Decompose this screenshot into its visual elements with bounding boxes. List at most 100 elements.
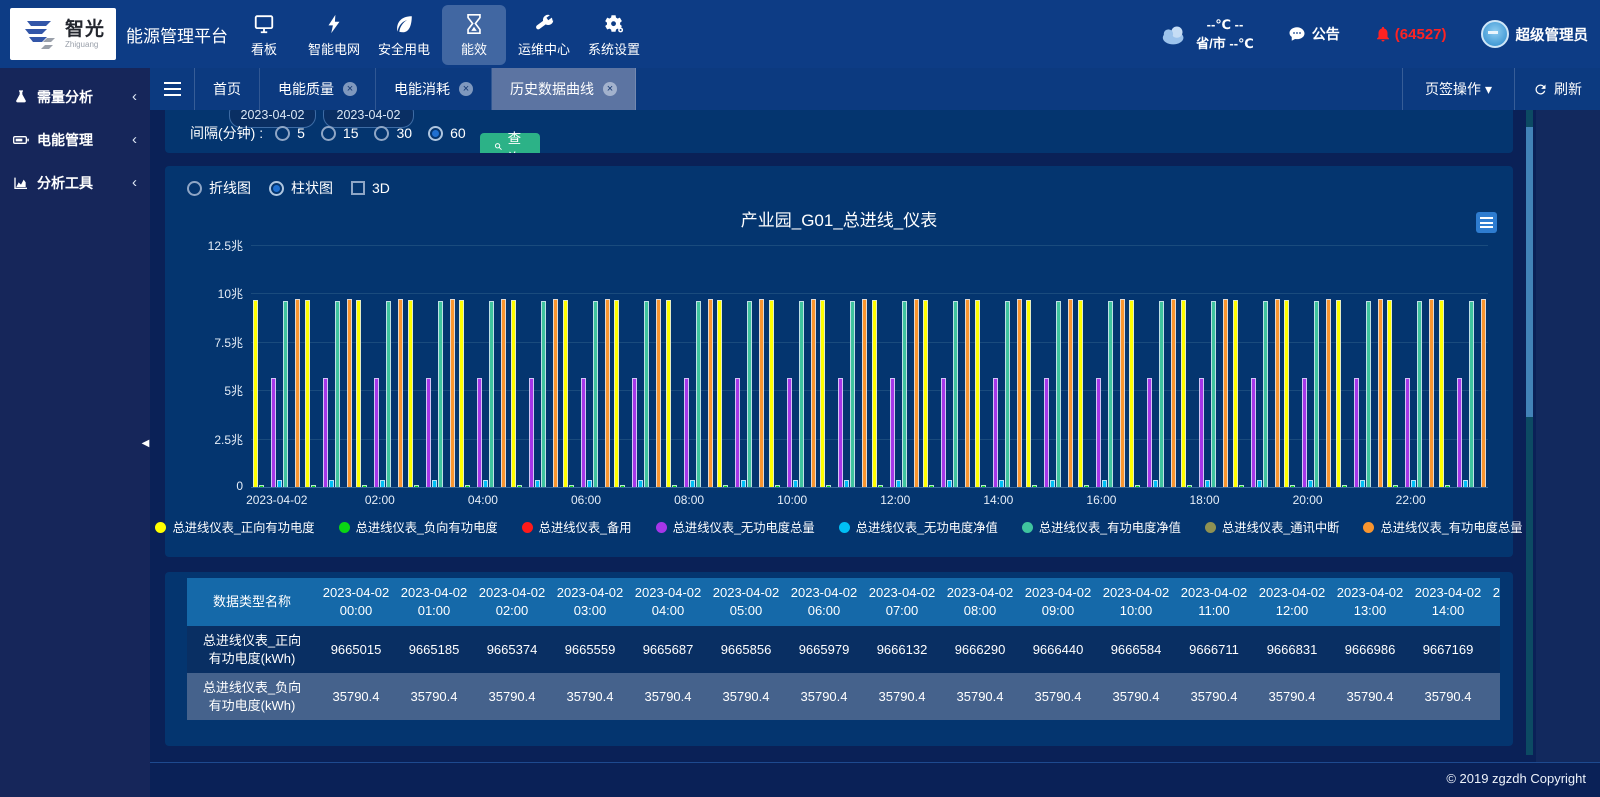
legend-item-总进线仪表_备用[interactable]: 总进线仪表_备用 <box>522 518 632 536</box>
bar-总进线仪表_有功电度净值 <box>747 301 752 487</box>
main-content: 2023-04-02 2023-04-02 间隔(分钟) : 5153060 查… <box>150 110 1600 797</box>
bar-总进线仪表_有功电度净值 <box>850 301 855 487</box>
user-menu[interactable]: 超级管理员 <box>1481 20 1589 48</box>
radio-interval-5[interactable] <box>275 126 290 141</box>
bar-总进线仪表_有功电度总量 <box>295 299 300 487</box>
bar-总进线仪表_无功电度总量 <box>941 378 946 487</box>
interval-option-30[interactable]: 30 <box>374 125 412 141</box>
chart-type-label: 柱状图 <box>291 178 333 198</box>
interval-option-label: 30 <box>396 125 412 141</box>
logo-mark-icon <box>21 17 61 51</box>
bar-总进线仪表_负向有功电度 <box>517 485 522 487</box>
radio-interval-60[interactable] <box>428 126 443 141</box>
bar-总进线仪表_正向有功电度 <box>253 300 258 487</box>
interval-option-15[interactable]: 15 <box>321 125 359 141</box>
copyright-text: © 2019 zgzdh Copyright <box>1446 771 1586 786</box>
tab-历史数据曲线[interactable]: 历史数据曲线× <box>492 68 636 110</box>
close-icon[interactable]: × <box>459 82 473 96</box>
chevron-left-icon: ‹ <box>132 88 137 105</box>
bar-总进线仪表_负向有功电度 <box>1445 485 1450 487</box>
legend-item-总进线仪表_无功电度净值[interactable]: 总进线仪表_无功电度净值 <box>839 518 998 536</box>
radio-折线图[interactable] <box>187 181 202 196</box>
bar-总进线仪表_有功电度总量 <box>1429 299 1434 487</box>
nav-item-能效[interactable]: 能效 <box>442 5 506 65</box>
bar-总进线仪表_正向有功电度 <box>1284 300 1289 487</box>
chart-type-3D[interactable]: 3D <box>351 180 390 196</box>
bar-总进线仪表_无功电度总量 <box>787 378 792 487</box>
scrollbar-thumb[interactable] <box>1526 127 1533 417</box>
refresh-button[interactable]: 刷新 <box>1514 68 1600 110</box>
bar-总进线仪表_无功电度净值 <box>1360 480 1365 487</box>
legend-item-总进线仪表_无功电度总量[interactable]: 总进线仪表_无功电度总量 <box>656 518 815 536</box>
nav-item-label: 系统设置 <box>588 39 640 58</box>
table-row-name: 总进线仪表_正向有功电度(kWh) <box>187 626 317 673</box>
table-cell: 35790.4 <box>1175 673 1253 720</box>
bar-group-09:00 <box>715 245 767 487</box>
sidebar-item-需量分析[interactable]: 需量分析 ‹ <box>0 82 150 111</box>
bar-总进线仪表_无功电度净值 <box>1050 480 1055 487</box>
energy-platform-page: { "header": { "logo": {"brand": "智光", "b… <box>0 0 1600 797</box>
legend-item-总进线仪表_通讯中断[interactable]: 总进线仪表_通讯中断 <box>1205 518 1340 536</box>
y-axis-tick: 7.5兆 <box>165 334 243 351</box>
logo[interactable]: 智光 Zhiguang <box>10 8 116 60</box>
legend-item-总进线仪表_正向有功电度[interactable]: 总进线仪表_正向有功电度 <box>155 518 314 536</box>
alarm-button[interactable]: (64527) <box>1374 25 1447 43</box>
query-button[interactable]: 查询 <box>480 133 540 153</box>
radio-柱状图[interactable] <box>269 181 284 196</box>
bar-总进线仪表_有功电度净值 <box>1108 301 1113 487</box>
bar-总进线仪表_有功电度总量 <box>501 299 506 487</box>
interval-option-5[interactable]: 5 <box>275 125 305 141</box>
table-cell: 35790.4 <box>473 673 551 720</box>
weather-widget[interactable]: --℃ -- 省/市 --℃ <box>1160 15 1254 54</box>
bar-总进线仪表_正向有功电度 <box>975 300 980 487</box>
bar-总进线仪表_负向有功电度 <box>1084 485 1089 487</box>
gear-icon <box>603 13 625 35</box>
checkbox-3D[interactable] <box>351 181 365 195</box>
legend-item-总进线仪表_有功电度总量[interactable]: 总进线仪表_有功电度总量 <box>1363 518 1522 536</box>
bar-总进线仪表_无功电度总量 <box>735 378 740 487</box>
tab-电能消耗[interactable]: 电能消耗× <box>376 68 492 110</box>
sidebar-item-label: 需量分析 <box>37 87 124 107</box>
sidebar-item-分析工具[interactable]: 分析工具‹ <box>0 168 150 197</box>
interval-option-60[interactable]: 60 <box>428 125 466 141</box>
close-icon[interactable]: × <box>343 82 357 96</box>
close-icon[interactable]: × <box>603 82 617 96</box>
nav-item-安全用电[interactable]: 安全用电 <box>372 5 436 65</box>
radio-interval-15[interactable] <box>321 126 336 141</box>
nav-item-看板[interactable]: 看板 <box>232 5 296 65</box>
nav-item-系统设置[interactable]: 系统设置 <box>582 5 646 65</box>
bar-总进线仪表_正向有功电度 <box>408 300 413 487</box>
legend-item-总进线仪表_有功电度净值[interactable]: 总进线仪表_有功电度净值 <box>1022 518 1181 536</box>
bar-总进线仪表_无功电度净值 <box>999 480 1004 487</box>
chart-type-柱状图[interactable]: 柱状图 <box>269 178 333 198</box>
legend-item-总进线仪表_负向有功电度[interactable]: 总进线仪表_负向有功电度 <box>339 518 498 536</box>
legend-label: 总进线仪表_无功电度总量 <box>673 518 815 536</box>
chart-type-折线图[interactable]: 折线图 <box>187 178 251 198</box>
table-scroll-wrapper[interactable]: 数据类型名称2023-04-02 00:002023-04-02 01:0020… <box>187 578 1500 720</box>
bar-总进线仪表_无功电度总量 <box>890 378 895 487</box>
sidebar-item-电能管理[interactable]: 电能管理‹ <box>0 125 150 154</box>
table-cell: 9665015 <box>317 626 395 673</box>
radio-interval-30[interactable] <box>374 126 389 141</box>
content-scrollbar[interactable] <box>1526 110 1533 755</box>
chart-card: 折线图柱状图3D 产业园_G01_总进线_仪表 02.5兆5兆7.5兆10兆12… <box>165 166 1513 557</box>
table-header-time: 2023-04-02 05:00 <box>707 578 785 626</box>
nav-item-运维中心[interactable]: 运维中心 <box>512 5 576 65</box>
tab-operations-dropdown[interactable]: 页签操作 ▾ <box>1402 68 1514 110</box>
sidebar-toggle-button[interactable] <box>150 68 195 110</box>
right-margin-strip <box>1536 110 1600 762</box>
y-axis-tick: 12.5兆 <box>165 237 243 254</box>
nav-item-智能电网[interactable]: 智能电网 <box>302 5 366 65</box>
bar-group-11:00 <box>818 245 870 487</box>
table-header-time: 2023-04-02 11:00 <box>1175 578 1253 626</box>
sidebar-collapse-handle[interactable]: ◀ <box>141 428 150 458</box>
weather-city: 省/市 --℃ <box>1196 34 1254 54</box>
chart-menu-icon[interactable] <box>1476 212 1497 233</box>
area-chart-icon <box>13 175 29 191</box>
bar-总进线仪表_无功电度净值 <box>1411 480 1416 487</box>
bar-总进线仪表_有功电度总量 <box>656 299 661 487</box>
tab-首页[interactable]: 首页 <box>195 68 260 110</box>
announcement-button[interactable]: 公告 <box>1288 24 1340 44</box>
tab-电能质量[interactable]: 电能质量× <box>260 68 376 110</box>
bar-group-15:00 <box>1024 245 1076 487</box>
